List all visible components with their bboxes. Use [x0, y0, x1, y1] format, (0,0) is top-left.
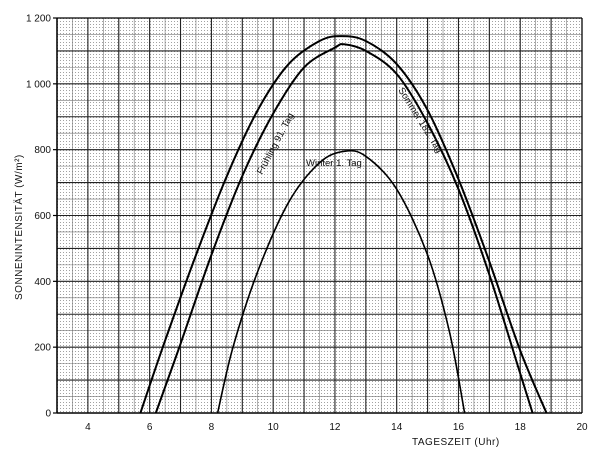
- x-tick-label: 8: [209, 422, 215, 433]
- y-tick-labels: 0 200 400 600 800 1 000 1 200: [26, 14, 57, 420]
- series-line-winter: [216, 149, 466, 414]
- y-tick-label: 1 200: [26, 14, 51, 25]
- x-tick-label: 10: [268, 422, 280, 433]
- series-line-fruehling: [154, 43, 534, 414]
- series-group: [139, 35, 548, 414]
- x-tick-label: 4: [85, 422, 91, 433]
- y-tick-label: 1 000: [26, 79, 51, 90]
- x-axis-label: TAGESZEIT (Uhr): [412, 437, 500, 448]
- x-tick-label: 18: [515, 422, 527, 433]
- y-tick-label: 400: [34, 277, 51, 288]
- y-tick-label: 200: [34, 343, 51, 354]
- series-line-sommer: [139, 35, 548, 414]
- y-tick-label: 600: [34, 211, 51, 222]
- x-tick-label: 6: [147, 422, 153, 433]
- x-tick-label: 14: [391, 422, 403, 433]
- y-axis-label: SONNENINTENSITÄT (W/m²): [13, 154, 25, 300]
- x-tick-label: 12: [329, 422, 341, 433]
- x-tick-label: 20: [576, 422, 588, 433]
- x-tick-labels: 4 6 8 10 12 14 16 18 20: [85, 422, 588, 433]
- y-tick-label: 0: [45, 409, 51, 420]
- series-label-winter: Winter 1. Tag: [306, 158, 362, 169]
- x-tick-label: 16: [453, 422, 465, 433]
- y-tick-label: 800: [34, 145, 51, 156]
